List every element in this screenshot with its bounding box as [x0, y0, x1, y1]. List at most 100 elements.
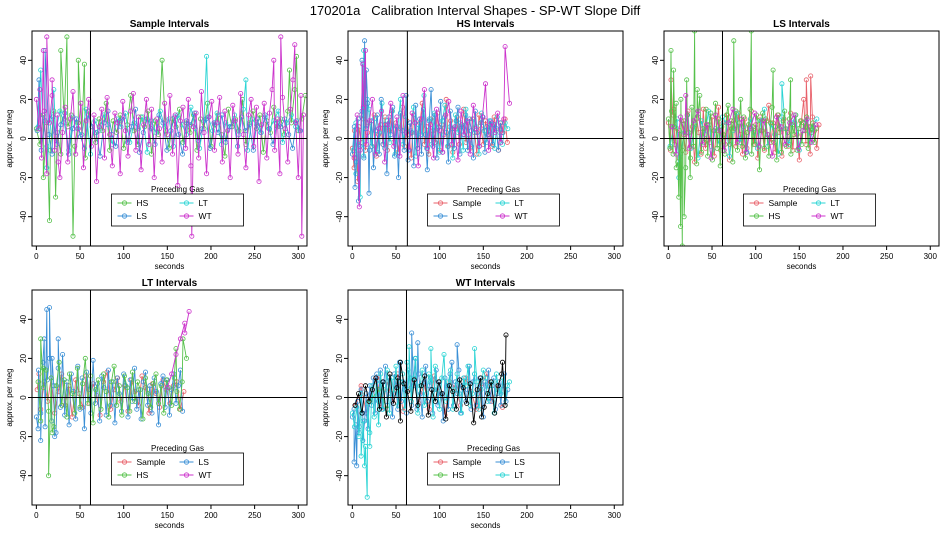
data-point [52, 147, 58, 153]
data-point [774, 157, 780, 163]
data-point [186, 308, 192, 314]
legend-label: LS [515, 457, 526, 467]
data-point [700, 106, 706, 112]
data-point [93, 130, 99, 136]
data-point [172, 112, 178, 118]
data-point [493, 371, 499, 377]
data-point [695, 155, 701, 161]
data-point [124, 385, 130, 391]
y-tick-label: 40 [651, 55, 660, 64]
data-point [162, 100, 168, 106]
data-point [438, 98, 444, 104]
data-point [379, 108, 385, 114]
data-point [130, 91, 136, 97]
legend-entry-WT: WT [495, 211, 528, 221]
data-point [816, 122, 822, 128]
x-tick-label: 50 [708, 252, 717, 261]
data-point [672, 124, 678, 130]
legend-entry-HS: HS [117, 198, 149, 208]
data-point [421, 402, 427, 408]
data-point [49, 430, 55, 436]
data-point [780, 118, 786, 124]
data-point [238, 91, 244, 97]
y-tick-label: 0 [335, 136, 344, 141]
data-point [419, 367, 425, 373]
data-point [471, 420, 477, 426]
data-point [356, 434, 362, 440]
data-point [739, 116, 745, 122]
plot-area [665, 31, 822, 246]
data-point [450, 406, 456, 412]
data-point [495, 110, 501, 116]
data-point [791, 112, 797, 118]
data-point [441, 351, 447, 357]
data-point [788, 151, 794, 157]
data-point [261, 100, 267, 106]
legend-label: LT [515, 470, 524, 480]
data-point [482, 81, 488, 87]
data-point [455, 104, 461, 110]
x-tick-label: 100 [117, 511, 131, 520]
data-point [356, 204, 362, 210]
data-point [766, 153, 772, 159]
data-point [397, 418, 403, 424]
legend-box [743, 193, 876, 227]
x-tick-label: 250 [880, 252, 894, 261]
data-point [196, 155, 202, 161]
data-point [382, 363, 388, 369]
data-point [478, 120, 484, 126]
data-point [446, 98, 452, 104]
legend-label: LT [515, 198, 524, 208]
data-point [395, 375, 401, 381]
data-point [683, 93, 689, 99]
legend-title: Preceding Gas [467, 185, 520, 194]
data-point [81, 426, 87, 432]
data-point [807, 151, 813, 157]
data-point [667, 145, 673, 151]
data-point [49, 151, 55, 157]
legend-label: LT [831, 198, 840, 208]
data-point [461, 132, 467, 138]
data-point [125, 153, 131, 159]
data-point [686, 145, 692, 151]
data-point [497, 120, 503, 126]
legend-label: WT [199, 211, 212, 221]
series-WT [164, 308, 192, 391]
data-point [190, 124, 196, 130]
data-point [400, 93, 406, 99]
data-point [70, 89, 76, 95]
data-point [403, 130, 409, 136]
data-point [669, 108, 675, 114]
data-point [355, 391, 361, 397]
y-tick-label: 40 [19, 55, 28, 64]
legend-label: LS [199, 457, 210, 467]
data-point [144, 149, 150, 155]
data-point [35, 379, 41, 385]
data-point [104, 95, 110, 101]
data-point [432, 363, 438, 369]
data-point [164, 385, 170, 391]
data-point [385, 122, 391, 128]
data-point [177, 118, 183, 124]
data-point [101, 371, 107, 377]
data-point [734, 139, 740, 145]
data-point [122, 128, 128, 134]
y-tick-label: 40 [19, 314, 28, 323]
data-point [149, 410, 155, 416]
data-point [761, 145, 767, 151]
data-point [691, 143, 697, 149]
legend-label: LT [199, 198, 208, 208]
data-point [442, 102, 448, 108]
data-point [180, 151, 186, 157]
data-point [389, 414, 395, 420]
data-point [437, 406, 443, 412]
x-axis-label: seconds [155, 521, 185, 530]
legend-title: Preceding Gas [783, 185, 836, 194]
data-point [358, 391, 364, 397]
data-point [796, 157, 802, 163]
data-point [779, 149, 785, 155]
data-point [774, 114, 780, 120]
data-point [491, 114, 497, 120]
data-point [58, 122, 64, 128]
x-tick-label: 0 [34, 511, 39, 520]
